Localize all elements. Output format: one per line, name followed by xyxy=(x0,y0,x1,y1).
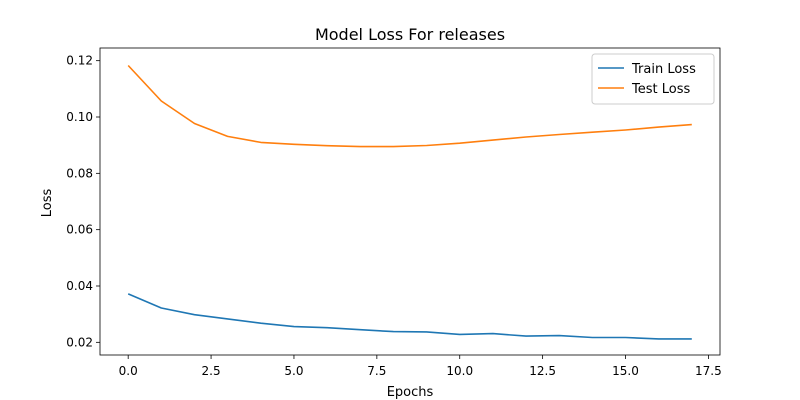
x-tick-label: 12.5 xyxy=(529,364,556,378)
series-line-test-loss xyxy=(127,64,692,148)
legend: Train Loss Test Loss xyxy=(591,53,715,105)
y-tick-label: 0.12 xyxy=(66,54,93,68)
y-tick-label: 0.08 xyxy=(66,166,93,180)
axes-frame xyxy=(99,47,721,356)
x-tick-label: 5.0 xyxy=(284,364,303,378)
x-tick-label: 7.5 xyxy=(367,364,386,378)
x-tick-label: 10.0 xyxy=(446,364,473,378)
x-tick-label: 15.0 xyxy=(612,364,639,378)
legend-label: Test Loss xyxy=(631,82,690,97)
y-axis-label: Loss xyxy=(40,189,55,218)
y-tick-label: 0.02 xyxy=(66,335,93,349)
x-tick-label: 0.0 xyxy=(119,364,138,378)
series-line-train-loss xyxy=(127,293,692,340)
y-tick-label: 0.04 xyxy=(66,279,93,293)
x-tick-label: 17.5 xyxy=(695,364,722,378)
x-axis-label: Epochs xyxy=(387,385,434,400)
plot-area xyxy=(127,64,692,340)
axes: 0.0 2.5 5.0 7.5 10.0 12.5 15.0 17.5 0.02 0.04 0.06… xyxy=(66,47,722,378)
x-tick-label: 2.5 xyxy=(202,364,221,378)
legend-box xyxy=(591,53,715,105)
chart-title: Model Loss For releases xyxy=(315,25,505,44)
y-tick-label: 0.06 xyxy=(66,223,93,237)
y-tick-label: 0.10 xyxy=(66,110,93,124)
legend-label: Train Loss xyxy=(631,62,696,77)
